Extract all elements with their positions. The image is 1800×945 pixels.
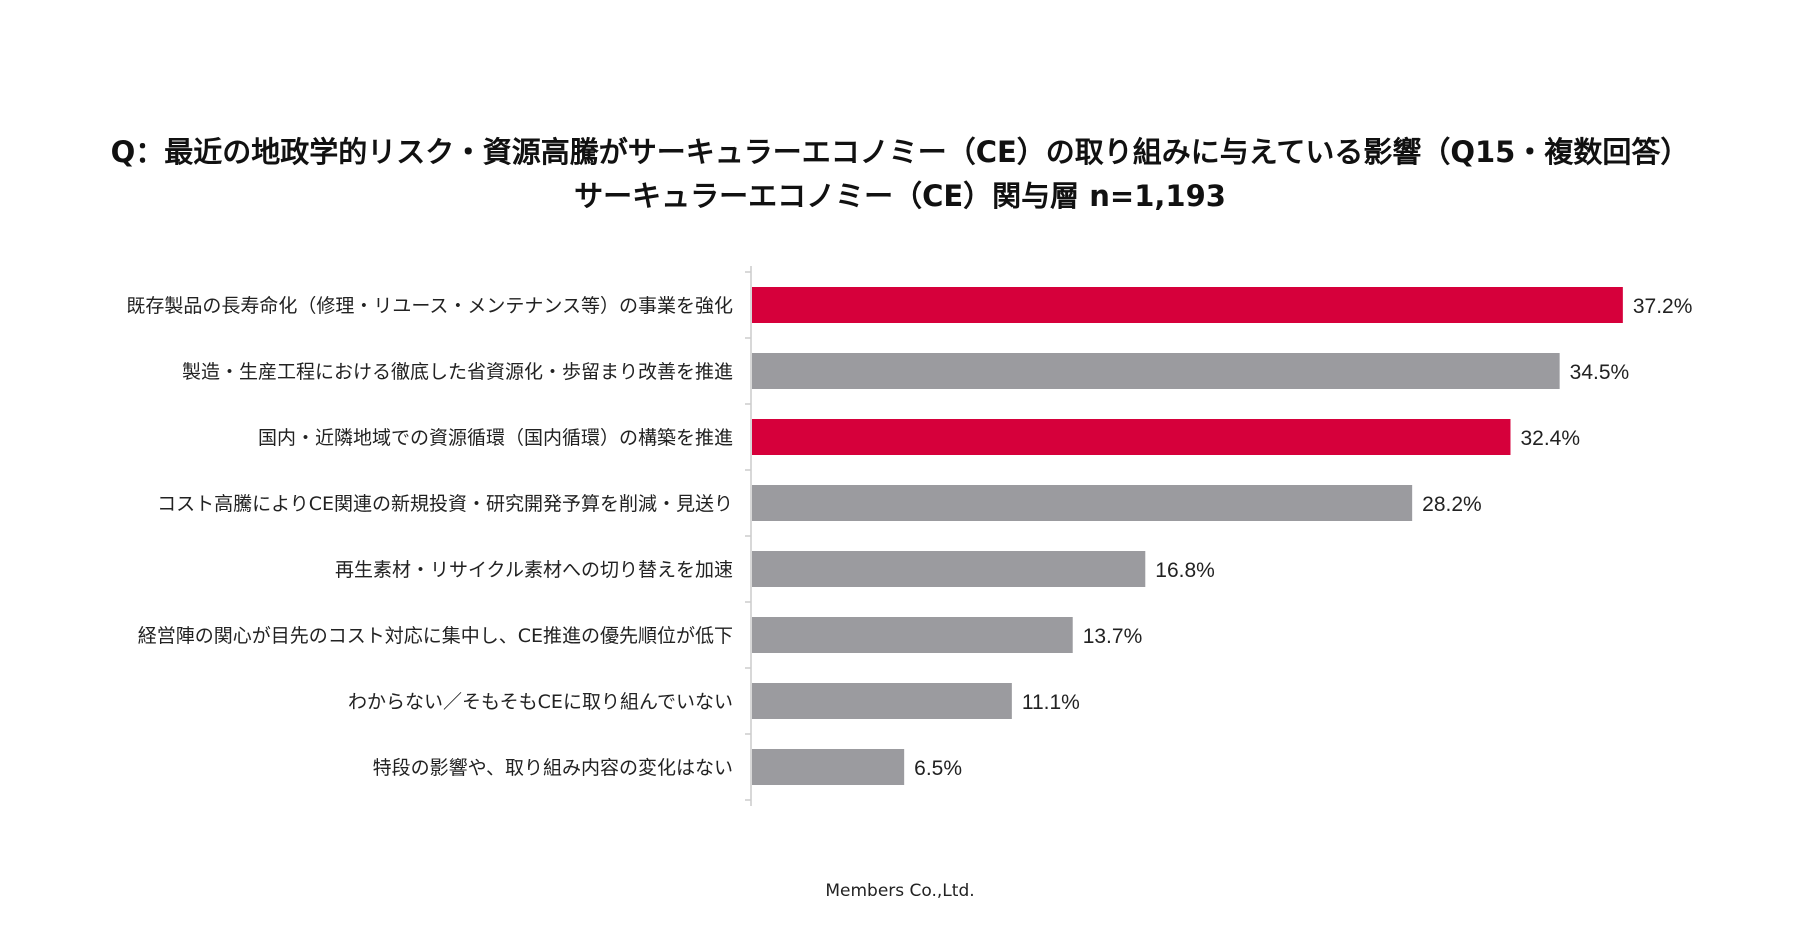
chart-subtitle: サーキュラーエコノミー（CE）関与層 n=1,193	[574, 179, 1226, 213]
category-label: 再生素材・リサイクル素材への切り替えを加速	[335, 559, 733, 581]
bar	[752, 749, 905, 785]
bar	[752, 485, 1413, 521]
bar	[752, 551, 1146, 587]
data-label: 37.2%	[1633, 295, 1693, 318]
bar	[752, 617, 1073, 653]
data-label: 28.2%	[1422, 493, 1482, 516]
data-label: 16.8%	[1155, 559, 1215, 582]
bar	[752, 683, 1012, 719]
data-label: 11.1%	[1022, 691, 1080, 714]
category-label: 特段の影響や、取り組み内容の変化はない	[373, 757, 733, 779]
category-label: 国内・近隣地域での資源循環（国内循環）の構築を推進	[258, 427, 733, 449]
chart-title: Q：最近の地政学的リスク・資源高騰がサーキュラーエコノミー（CE）の取り組みに与…	[110, 135, 1690, 169]
category-label: コスト高騰によりCE関連の新規投資・研究開発予算を削減・見送り	[157, 493, 733, 515]
data-label: 6.5%	[914, 757, 962, 780]
category-label: 既存製品の長寿命化（修理・リユース・メンテナンス等）の事業を強化	[126, 295, 733, 317]
bar	[752, 287, 1623, 323]
footer-credit: Members Co.,Ltd.	[825, 881, 975, 901]
category-label: 製造・生産工程における徹底した省資源化・歩留まり改善を推進	[182, 361, 733, 383]
bar	[752, 419, 1511, 455]
data-label: 32.4%	[1520, 427, 1580, 450]
category-label: 経営陣の関心が目先のコスト対応に集中し、CE推進の優先順位が低下	[138, 625, 733, 647]
data-label: 34.5%	[1570, 361, 1630, 384]
category-label: わからない／そもそもCEに取り組んでいない	[348, 691, 733, 713]
bar	[752, 353, 1560, 389]
data-label: 13.7%	[1083, 625, 1143, 648]
